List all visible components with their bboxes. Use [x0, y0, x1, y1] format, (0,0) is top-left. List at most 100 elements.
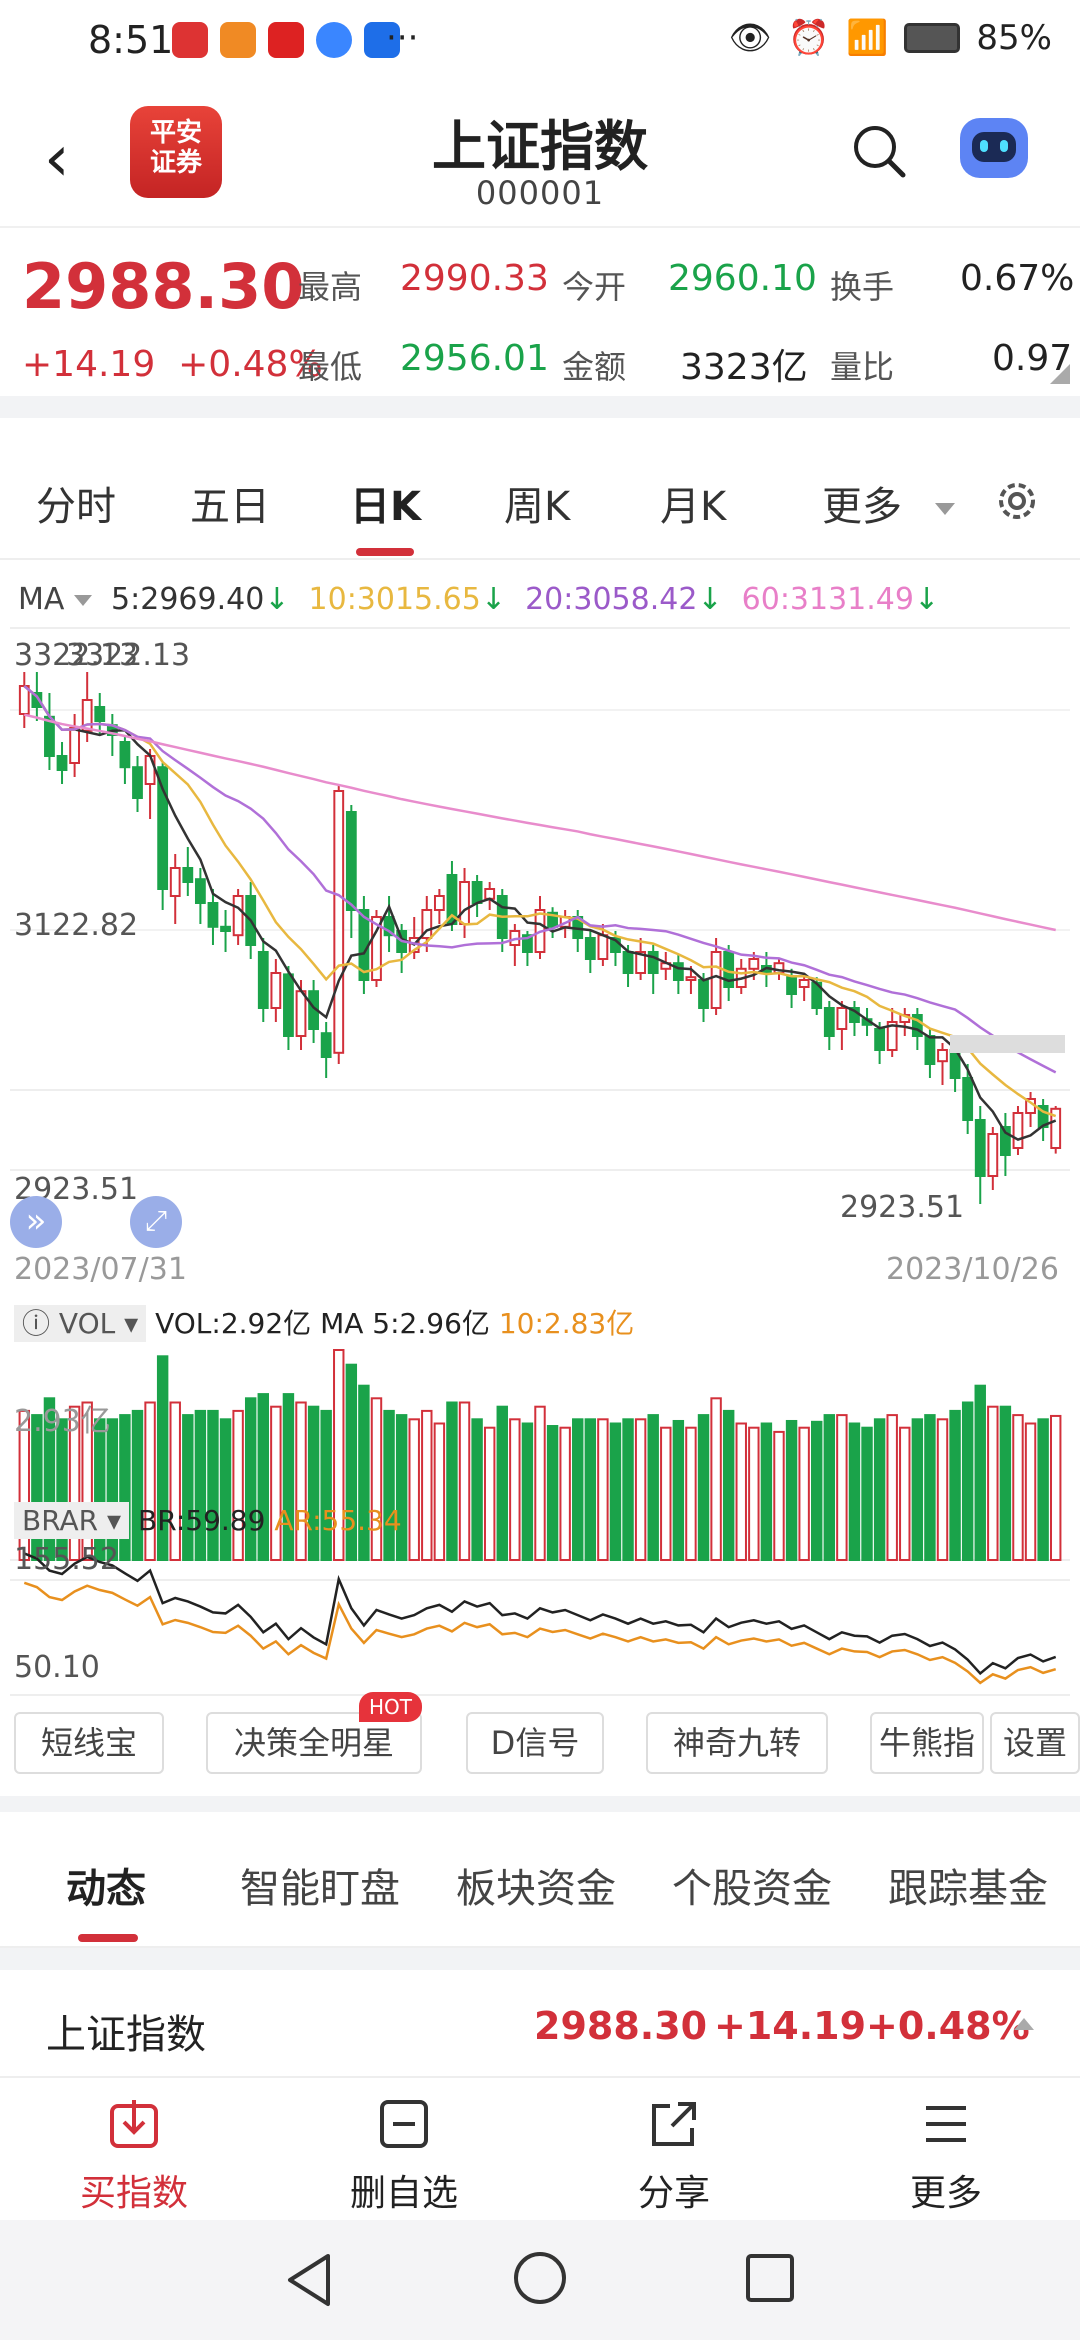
- ma-selector[interactable]: MA: [18, 582, 92, 617]
- share-button[interactable]: 分享: [574, 2098, 774, 2216]
- volume-bar: [307, 1405, 320, 1562]
- volume-bar: [848, 1422, 861, 1561]
- remove-watchlist-button[interactable]: 删自选: [304, 2098, 504, 2216]
- volume-bar: [94, 1418, 106, 1561]
- index-summary-row[interactable]: 上证指数 2988.30 +14.19 +0.48%: [0, 1972, 1080, 2078]
- volume-bar: [207, 1409, 219, 1562]
- brar-selector[interactable]: BRAR ▾: [14, 1502, 130, 1539]
- volume-bar: [1012, 1414, 1024, 1561]
- bull-bear-button[interactable]: 牛熊指: [870, 1712, 984, 1774]
- volume-bar: [446, 1401, 458, 1561]
- expand-arrows-icon[interactable]: »: [10, 1196, 62, 1248]
- candle-body: [320, 1032, 332, 1059]
- tab-news[interactable]: 动态: [66, 1866, 146, 1912]
- volume-bar: [483, 1426, 496, 1562]
- back-icon[interactable]: ‹: [44, 122, 70, 196]
- candle-body: [647, 951, 659, 974]
- volume-bar: [395, 1414, 408, 1561]
- candle-body: [270, 972, 282, 1009]
- candle-body: [257, 951, 269, 1009]
- volume-bar: [949, 1409, 961, 1562]
- header: ‹ 平安 证券 上证指数 000001: [0, 82, 1080, 224]
- candle-body: [69, 727, 81, 764]
- candle-body: [383, 916, 395, 937]
- nav-recents-icon[interactable]: [744, 2252, 796, 2304]
- tab-monthly-k[interactable]: 月K: [660, 484, 727, 530]
- page-title: 上证指数: [432, 115, 648, 178]
- more-button[interactable]: 更多: [846, 2098, 1046, 2216]
- candle-body: [911, 1014, 923, 1037]
- info-tabs: 动态 智能盯盘 板块资金 个股资金 跟踪基金: [0, 1806, 1080, 1948]
- vol-selector[interactable]: ⓘ VOL ▾: [14, 1305, 147, 1342]
- candle-body: [584, 937, 596, 960]
- volume-bar: [823, 1414, 836, 1561]
- volume-bar: [1024, 1422, 1037, 1561]
- low-value: 2956.01: [400, 338, 549, 379]
- volume-bar: [660, 1426, 672, 1562]
- volume-bar: [609, 1422, 622, 1561]
- volume-bar: [169, 1401, 181, 1561]
- volume-bar: [710, 1397, 722, 1561]
- decision-star-button[interactable]: 决策全明星 HOT: [206, 1692, 422, 1774]
- tab-intraday[interactable]: 分时: [36, 484, 116, 530]
- ma5-value: 5:2969.40↓: [111, 582, 290, 617]
- action-bar: 买指数 删自选 分享 更多: [0, 2078, 1080, 2218]
- tab-sector-funds[interactable]: 板块资金: [456, 1866, 616, 1912]
- nav-back-icon[interactable]: [284, 2250, 336, 2310]
- volume-bar: [521, 1422, 534, 1561]
- search-icon[interactable]: [850, 122, 908, 180]
- tab-five-day[interactable]: 五日: [190, 484, 270, 530]
- fullscreen-icon[interactable]: ⤢: [130, 1196, 182, 1248]
- ma10-value: 10:3015.65↓: [308, 582, 506, 617]
- volume-bar: [408, 1418, 420, 1561]
- volume-bar: [559, 1426, 571, 1562]
- volume-bar: [634, 1418, 647, 1561]
- volume-bar: [748, 1426, 760, 1562]
- low-label: 最低: [298, 348, 363, 386]
- tab-stock-funds[interactable]: 个股资金: [672, 1866, 832, 1912]
- magic-nine-button[interactable]: 神奇九转: [646, 1712, 828, 1774]
- volume-bar: [68, 1405, 81, 1562]
- minus-box-icon: [380, 2100, 428, 2148]
- short-line-button[interactable]: 短线宝: [14, 1712, 164, 1774]
- volume-bar: [811, 1420, 823, 1561]
- start-date: 2023/07/31: [14, 1252, 187, 1287]
- volume-bar: [672, 1419, 685, 1561]
- volume-bar: [333, 1349, 345, 1561]
- tab-smart-watch[interactable]: 智能盯盘: [240, 1866, 400, 1912]
- volume-bar: [1049, 1414, 1062, 1561]
- d-signal-button[interactable]: D信号: [466, 1712, 604, 1774]
- assistant-robot-icon[interactable]: [960, 118, 1028, 178]
- tab-more[interactable]: 更多: [822, 474, 955, 532]
- candle-body: [232, 895, 244, 937]
- indicator-settings-button[interactable]: 设置: [990, 1712, 1080, 1774]
- kline-chart[interactable]: MA 5:2969.40↓ 10:3015.65↓ 20:3058.42↓ 60…: [0, 560, 1080, 1730]
- volume-bar: [18, 1409, 31, 1562]
- candlestick-plot[interactable]: [0, 560, 1080, 1730]
- status-bar: 8:51 ··· 👁 ⏰ 📶 85%: [0, 0, 1080, 82]
- volume-bar: [773, 1430, 785, 1562]
- vol-legend: ⓘ VOL ▾ VOL:2.92亿 MA 5:2.96亿 10:2.83亿: [14, 1302, 634, 1342]
- candle-body: [937, 1049, 948, 1063]
- candle-body: [157, 766, 169, 890]
- wifi-icon: 📶: [846, 18, 889, 58]
- candle-body: [924, 1035, 936, 1065]
- tab-daily-k[interactable]: 日K: [350, 484, 421, 530]
- brar-bottom-label: 50.10: [14, 1650, 100, 1685]
- tab-tracking-funds[interactable]: 跟踪基金: [888, 1866, 1048, 1912]
- volume-bar: [936, 1418, 949, 1561]
- buy-index-button[interactable]: 买指数: [34, 2098, 234, 2216]
- end-date: 2023/10/26: [886, 1252, 1059, 1287]
- tab-weekly-k[interactable]: 周K: [504, 484, 571, 530]
- expand-corner-icon[interactable]: [1050, 364, 1070, 384]
- volume-bar: [320, 1409, 332, 1562]
- nav-home-icon[interactable]: [512, 2250, 568, 2306]
- settings-gear-icon[interactable]: [994, 478, 1040, 524]
- open-value: 2960.10: [668, 258, 817, 299]
- candle-body: [433, 895, 445, 911]
- volume-bar: [43, 1397, 56, 1561]
- candle-body: [459, 881, 470, 925]
- volume-bar: [899, 1426, 911, 1562]
- volume-bar: [836, 1414, 848, 1561]
- high-marker-label: 3322.13: [66, 638, 191, 673]
